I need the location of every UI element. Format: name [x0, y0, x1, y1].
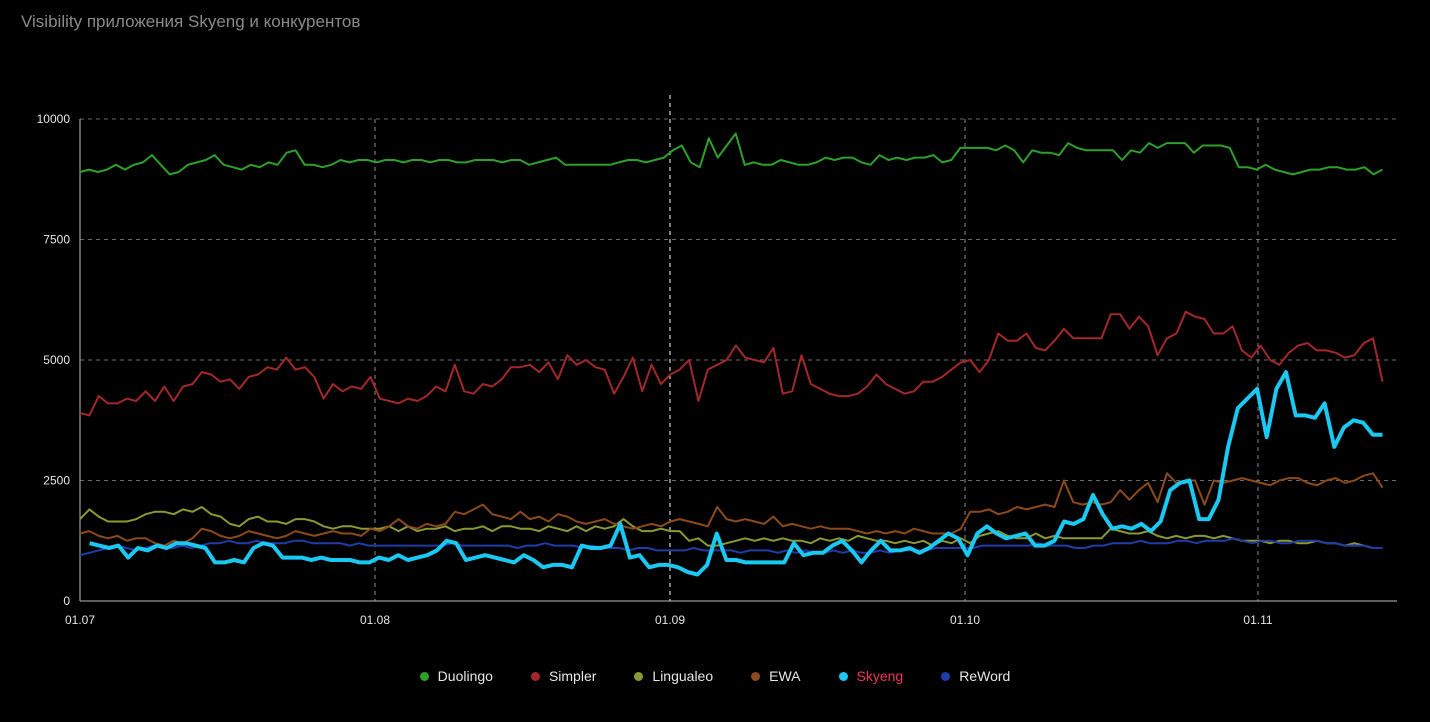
legend-label: Skyeng: [856, 668, 904, 684]
legend-label: ReWord: [959, 668, 1011, 684]
legend-marker: [838, 671, 848, 681]
legend-item-lingualeo[interactable]: Lingualeo: [634, 668, 713, 684]
series-line-ewa: [79, 472, 1384, 547]
x-tick-label: 01.09: [655, 613, 685, 627]
x-tick-label: 01.08: [360, 613, 390, 627]
legend-marker: [941, 671, 951, 681]
legend-item-simpler[interactable]: Simpler: [530, 668, 597, 684]
x-tick-label: 01.11: [1243, 613, 1272, 627]
legend-item-skyeng[interactable]: Skyeng: [838, 668, 904, 684]
y-tick-label: 5000: [43, 353, 70, 367]
y-tick-label: 7500: [43, 233, 70, 247]
legend-label: EWA: [769, 668, 801, 684]
series-line-reword: [79, 537, 1383, 557]
series-line-duolingo: [79, 132, 1383, 176]
y-tick-label: 10000: [37, 112, 71, 126]
x-tick-label: 01.10: [950, 613, 980, 627]
series-line-simpler: [79, 310, 1384, 417]
legend-marker: [634, 671, 644, 681]
legend-marker: [419, 671, 429, 681]
chart-title: Visibility приложения Skyeng и конкурент…: [21, 12, 361, 31]
series-line-skyeng: [89, 370, 1383, 577]
legend-label: Simpler: [548, 668, 597, 684]
legend-item-duolingo[interactable]: Duolingo: [419, 668, 493, 684]
legend-marker: [751, 671, 761, 681]
y-tick-label: 0: [63, 594, 70, 608]
legend-item-reword[interactable]: ReWord: [941, 668, 1010, 684]
legend-label: Lingualeo: [652, 668, 714, 684]
legend-label: Duolingo: [437, 668, 493, 684]
legend-item-ewa[interactable]: EWA: [751, 668, 801, 684]
legend-marker: [530, 671, 540, 681]
series-line-lingualeo: [79, 506, 1383, 549]
x-tick-label: 01.07: [65, 613, 95, 627]
y-tick-label: 2500: [43, 474, 70, 488]
line-chart: 0 2500 5000 7500 10000 01.07 01.08 01.09 01.10 01…: [37, 95, 1397, 627]
chart-legend: Duolingo Simpler Lingualeo EWA Skyeng ReWord: [0, 668, 1430, 684]
